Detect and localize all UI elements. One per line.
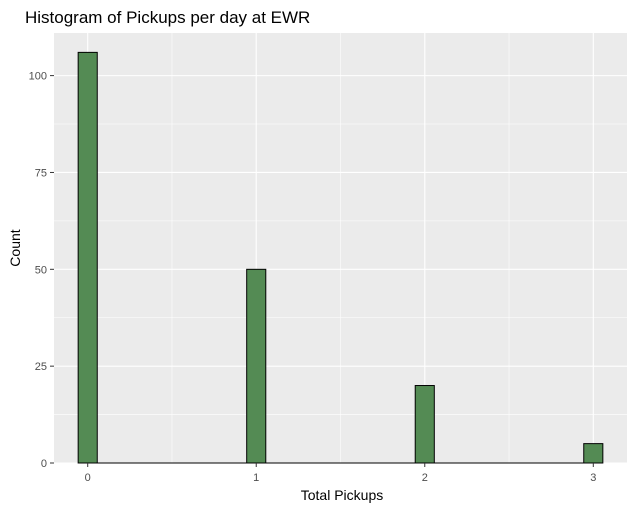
- y-tick-label: 0: [41, 458, 47, 470]
- y-tick-label: 100: [29, 71, 47, 83]
- x-tick-label: 3: [590, 472, 596, 484]
- x-axis-ticks: 0 1 2 3: [85, 463, 596, 484]
- y-tick-label: 50: [35, 264, 47, 276]
- y-tick-label: 75: [35, 167, 47, 179]
- histogram-bar: [583, 443, 604, 464]
- y-axis-ticks: 0 25 50 75 100: [29, 71, 54, 470]
- chart-title: Histogram of Pickups per day at EWR: [25, 8, 310, 27]
- histogram-bar: [77, 51, 98, 464]
- y-axis-title: Count: [7, 229, 23, 266]
- y-tick-label: 25: [35, 361, 47, 373]
- histogram-bar: [414, 385, 435, 464]
- x-tick-label: 0: [85, 472, 91, 484]
- x-tick-label: 1: [253, 472, 259, 484]
- histogram-bar: [246, 268, 267, 464]
- x-tick-label: 2: [422, 472, 428, 484]
- x-axis-title: Total Pickups: [301, 487, 383, 503]
